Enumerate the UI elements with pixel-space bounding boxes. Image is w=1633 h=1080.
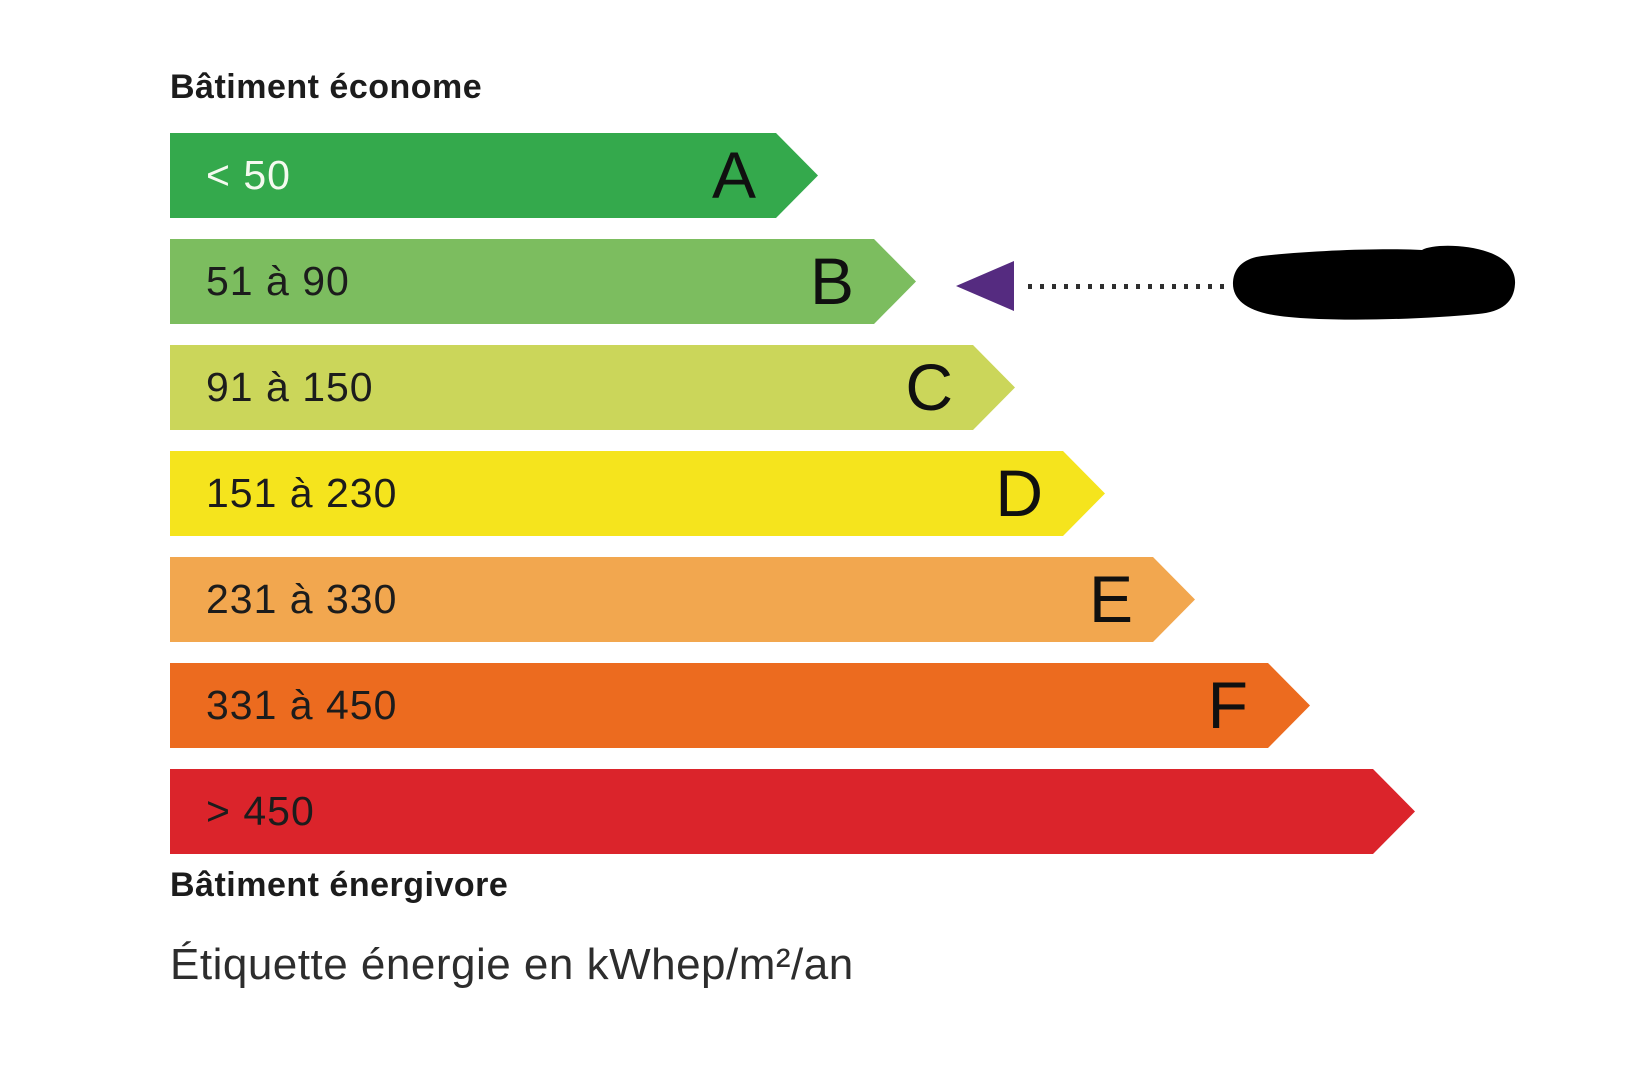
range-label-c: 91 à 150 <box>206 364 374 410</box>
dotted-connector <box>1028 284 1226 289</box>
arrow-left-icon <box>956 261 1014 311</box>
range-label-d: 151 à 230 <box>206 470 398 516</box>
range-label-g: > 450 <box>206 788 315 834</box>
class-letter-f: F <box>1207 668 1248 742</box>
energy-bar-d: 151 à 230 D <box>170 451 1105 536</box>
redaction-blob <box>1232 245 1516 320</box>
range-label-e: 231 à 330 <box>206 576 398 622</box>
class-letter-d: D <box>995 456 1043 530</box>
title-batiment-econome: Bâtiment économe <box>170 68 483 106</box>
title-batiment-energivore: Bâtiment énergivore <box>170 866 509 904</box>
energy-bar-c: 91 à 150 C <box>170 345 1015 430</box>
energy-bar-g: > 450 <box>170 769 1415 854</box>
class-letter-e: E <box>1088 562 1133 636</box>
class-letter-b: B <box>809 244 854 318</box>
class-letter-a: A <box>711 138 756 212</box>
energy-bar-a: < 50 A <box>170 133 818 218</box>
range-label-a: < 50 <box>206 152 291 198</box>
range-label-b: 51 à 90 <box>206 258 350 304</box>
class-letter-c: C <box>905 350 953 424</box>
energy-bar-f: 331 à 450 F <box>170 663 1310 748</box>
energy-bar-b: 51 à 90 B <box>170 239 916 324</box>
caption-etiquette-energie: Étiquette énergie en kWhep/m²/an <box>170 940 854 989</box>
range-label-f: 331 à 450 <box>206 682 398 728</box>
energy-bar-e: 231 à 330 E <box>170 557 1195 642</box>
